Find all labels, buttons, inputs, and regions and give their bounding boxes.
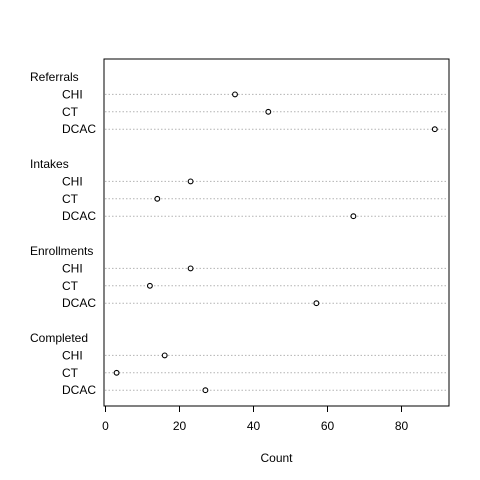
x-tick-label: 40 (247, 419, 261, 433)
group-label: Enrollments (30, 244, 93, 258)
row-label: CT (62, 105, 79, 119)
row-label: DCAC (62, 383, 96, 397)
row-label: DCAC (62, 122, 96, 136)
data-point (431, 126, 438, 133)
x-tick-label: 20 (173, 419, 187, 433)
x-tick-label: 60 (321, 419, 335, 433)
row-label: CHI (62, 87, 83, 101)
chart-rows: Referrals CHI CT DCAC Intakes CHI CT DCAC Enroll… (30, 70, 448, 397)
row-label: CT (62, 279, 79, 293)
data-point (146, 282, 153, 289)
data-point (113, 369, 120, 376)
data-point (154, 195, 161, 202)
row-label: CT (62, 192, 79, 206)
data-point (161, 352, 168, 359)
data-point (187, 178, 194, 185)
group-label: Referrals (30, 70, 79, 84)
x-tick-label: 80 (395, 419, 409, 433)
x-tick-label: 0 (102, 419, 109, 433)
data-point (313, 300, 320, 307)
data-point (232, 91, 238, 98)
row-label: DCAC (62, 296, 96, 310)
row-label: DCAC (62, 209, 96, 223)
row-label: CHI (62, 174, 83, 188)
row-label: CHI (62, 261, 83, 275)
plot-frame (103, 58, 450, 407)
row-label: CT (62, 366, 79, 380)
data-point (350, 213, 357, 220)
data-point (187, 265, 194, 272)
row-label: CHI (62, 348, 83, 362)
data-point (202, 387, 209, 394)
group-label: Intakes (30, 157, 69, 171)
x-axis-label: Count (260, 451, 293, 465)
data-point (265, 108, 272, 115)
x-axis: 0 20 40 60 80 (102, 405, 409, 433)
group-label: Completed (30, 331, 88, 345)
